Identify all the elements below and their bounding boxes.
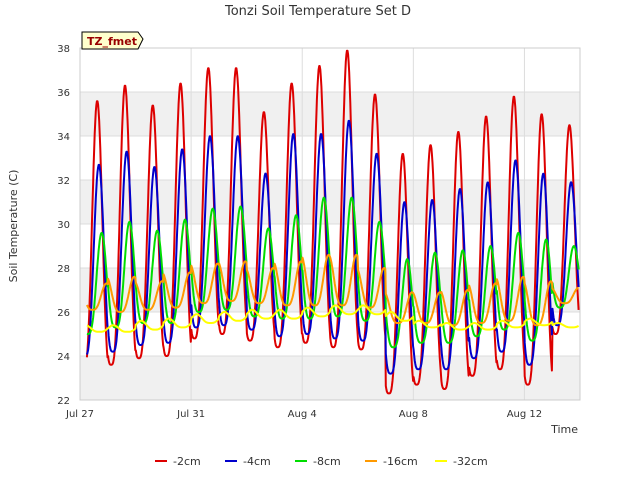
series-line	[85, 49, 580, 395]
x-tick-label: Jul 31	[176, 409, 205, 420]
y-tick-label: 26	[57, 308, 70, 319]
legend-label: -2cm	[173, 455, 201, 468]
legend-label: -4cm	[243, 455, 271, 468]
y-tick-label: 24	[57, 352, 70, 363]
annotation-box: TZ_fmet	[81, 31, 144, 50]
y-tick-label: 36	[57, 88, 70, 99]
series-line	[86, 196, 580, 349]
chart-title: Tonzi Soil Temperature Set D	[224, 4, 411, 19]
x-tick-label: Aug 8	[399, 409, 428, 420]
series-lines	[85, 49, 580, 395]
x-axis-label: Time	[550, 423, 578, 436]
y-axis-ticks: 22 24 26 28 30 32 34 36 38	[57, 44, 70, 407]
y-tick-label: 30	[57, 220, 70, 231]
annotation-label: TZ_fmet	[87, 35, 137, 48]
x-tick-label: Jul 27	[65, 409, 94, 420]
plot-band	[80, 356, 580, 400]
y-tick-label: 22	[57, 396, 70, 407]
y-tick-label: 32	[57, 176, 70, 187]
y-tick-label: 28	[57, 264, 70, 275]
plot-band	[80, 180, 580, 224]
series-line	[86, 304, 580, 333]
series-line	[85, 119, 580, 375]
legend-label: -16cm	[383, 455, 418, 468]
y-tick-label: 38	[57, 44, 70, 55]
legend: -2cm -4cm -8cm -16cm -32cm	[155, 455, 488, 468]
x-tick-label: Aug 12	[507, 409, 542, 420]
plot-band	[80, 136, 580, 180]
plot-band	[80, 92, 580, 136]
y-axis-label: Soil Temperature (C)	[7, 170, 20, 283]
x-axis-ticks: Jul 27 Jul 31 Aug 4 Aug 8 Aug 12	[65, 409, 542, 420]
x-tick-label: Aug 4	[288, 409, 317, 420]
plot-frame	[79, 47, 581, 401]
series-line	[86, 253, 580, 327]
legend-label: -32cm	[453, 455, 488, 468]
legend-label: -8cm	[313, 455, 341, 468]
plot-band	[80, 48, 580, 92]
y-tick-label: 34	[57, 132, 70, 143]
